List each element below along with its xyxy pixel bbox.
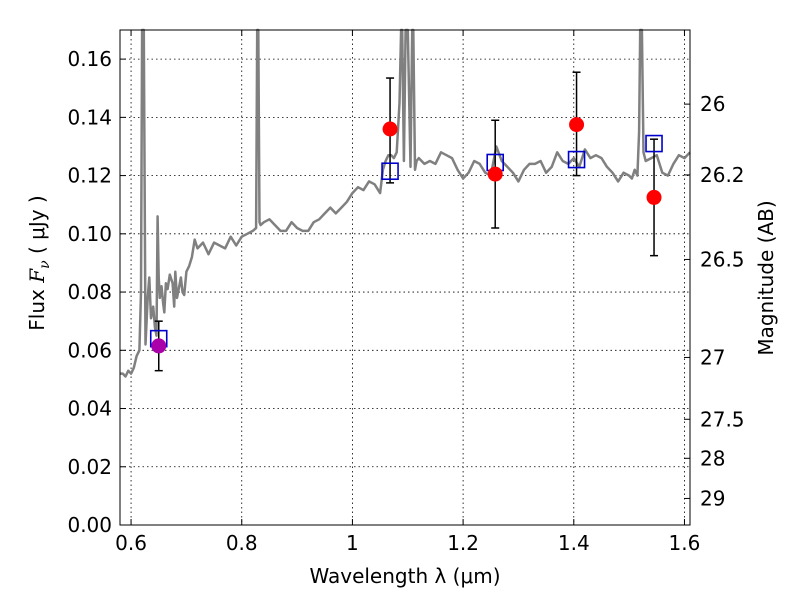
x-tick-label: 0.6 xyxy=(115,531,147,555)
y-axis-label-subscript: ν xyxy=(37,260,53,269)
x-axis-label: Wavelength λ (μm) xyxy=(309,564,500,588)
y-tick-labels: 0.00 0.02 0.04 0.06 0.08 0.10 0.12 0.14 0.16 xyxy=(67,47,112,537)
y-tick-label: 0.16 xyxy=(67,47,112,71)
y-axis-label: Flux Fν ( μJy ) xyxy=(25,195,53,330)
model-square xyxy=(381,162,399,181)
y2-tick-label: 26 xyxy=(700,92,725,116)
observed-point xyxy=(646,189,662,205)
y-axis-label-prefix: Flux xyxy=(25,283,49,331)
y-tick-label: 0.06 xyxy=(67,338,112,362)
y-axis-label-suffix: ( μJy ) xyxy=(25,195,49,260)
x-tick-label: 1 xyxy=(346,531,359,555)
error-bars xyxy=(154,71,659,372)
y2-tick-label: 27.5 xyxy=(700,407,745,431)
y-tick-label: 0.12 xyxy=(67,164,112,188)
model-square xyxy=(645,134,663,153)
y-tick-label: 0.04 xyxy=(67,397,112,421)
observed-point xyxy=(487,166,503,182)
y-tick-label: 0.02 xyxy=(67,455,112,479)
plot-frame xyxy=(119,29,691,526)
x-tick-label: 1.6 xyxy=(669,531,701,555)
model-points xyxy=(149,134,663,348)
observed-point xyxy=(382,121,398,137)
y-tick-label: 0.08 xyxy=(67,280,112,304)
x-tick-label: 0.8 xyxy=(226,531,258,555)
y-tick-label: 0.00 xyxy=(67,513,112,537)
axis-ticks xyxy=(120,30,690,526)
model-square xyxy=(567,150,586,169)
x-tick-label: 1.4 xyxy=(558,531,590,555)
observed-points xyxy=(151,117,662,354)
x-tick-label: 1.2 xyxy=(447,531,479,555)
y2-tick-label: 26.5 xyxy=(700,247,745,271)
spectrum-line xyxy=(120,28,691,378)
y-tick-label: 0.14 xyxy=(67,105,112,129)
y2-tick-label: 27 xyxy=(700,345,725,369)
observed-point xyxy=(569,117,585,133)
y2-axis-label: Magnitude (AB) xyxy=(754,200,778,355)
x-tick-labels: 0.6 0.8 1 1.2 1.4 1.6 xyxy=(115,531,700,555)
observed-point xyxy=(151,338,167,354)
y2-tick-label: 29 xyxy=(700,486,725,510)
model-spectrum xyxy=(120,28,691,378)
y2-tick-labels: 26 26.2 26.5 27 27.5 28 29 xyxy=(700,92,745,510)
y-tick-label: 0.10 xyxy=(67,222,112,246)
y2-tick-label: 26.2 xyxy=(700,163,745,187)
y2-tick-label: 28 xyxy=(700,446,725,470)
y-axis-label-symbol: F xyxy=(25,268,49,284)
